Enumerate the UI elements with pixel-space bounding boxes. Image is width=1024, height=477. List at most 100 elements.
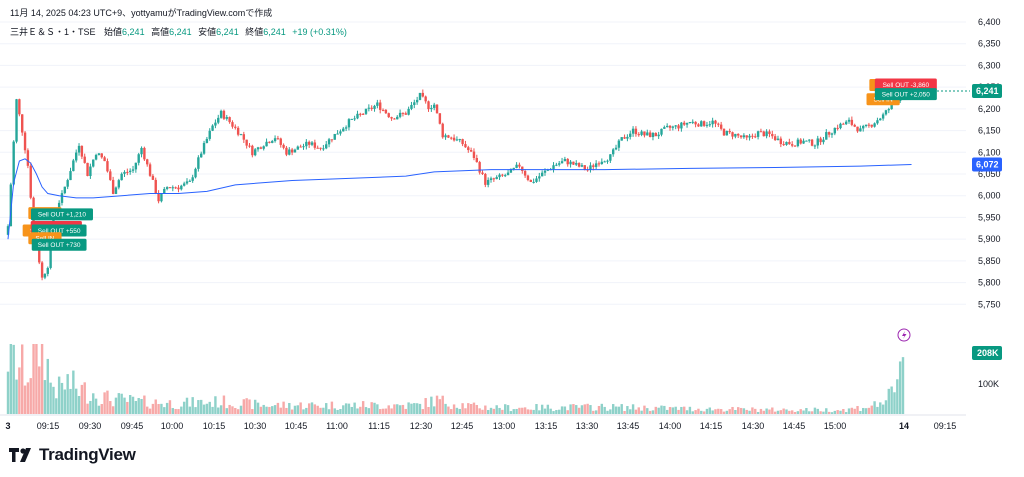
candle-body: [714, 120, 717, 124]
sell-out-marker: Sell OUT +2,050: [874, 88, 937, 101]
candle-body: [759, 131, 763, 133]
volume-bar: [205, 403, 209, 414]
volume-bar: [660, 405, 663, 414]
candle-body: [356, 113, 359, 119]
candle-body: [600, 161, 604, 164]
candle-body: [26, 150, 30, 166]
price-tick-label: 5,850: [978, 256, 1001, 266]
volume-bar: [381, 408, 385, 414]
candle-body: [271, 141, 274, 143]
volume-bar: [239, 405, 243, 414]
candle-body: [134, 162, 138, 170]
volume-bar: [180, 406, 183, 414]
volume-bar: [251, 409, 254, 414]
volume-bar: [773, 411, 777, 414]
candle-body: [478, 162, 481, 173]
volume-bar: [236, 409, 240, 414]
volume-bar: [751, 407, 754, 414]
candle-body: [688, 121, 692, 123]
volume-bar: [867, 407, 871, 414]
candle-body: [742, 135, 746, 138]
volume-bar: [410, 403, 413, 414]
volume-bar: [685, 410, 689, 414]
grid-lines: [0, 21, 966, 305]
volume-bar: [336, 409, 339, 414]
volume-bar: [492, 408, 496, 414]
candle-body: [802, 140, 805, 144]
candle-body: [103, 157, 106, 162]
volume-bar: [552, 411, 555, 414]
candle-body: [384, 109, 388, 114]
candle-body: [262, 146, 265, 149]
sell-out-marker: Sell OUT -3,860: [874, 78, 937, 91]
close-label: 終値: [245, 27, 264, 37]
volume-bar: [330, 401, 334, 414]
volume-bar: [881, 404, 885, 414]
volume-bar: [538, 410, 541, 414]
candle-body: [137, 154, 140, 163]
volume-bar: [285, 407, 288, 414]
volume-bar: [472, 402, 476, 414]
volume-bar: [535, 404, 538, 414]
candle-body: [870, 124, 873, 127]
candle-body: [734, 133, 737, 137]
candle-body: [208, 130, 211, 139]
time-tick-label: 10:30: [244, 421, 267, 431]
volume-bar: [265, 406, 268, 414]
candle-body: [350, 118, 353, 120]
volume-bar: [55, 398, 58, 414]
volume-bar: [94, 398, 98, 414]
volume-bar: [549, 408, 552, 414]
candle-body: [808, 139, 811, 141]
candle-body: [245, 139, 248, 146]
candle-body: [393, 118, 396, 120]
candle-body: [504, 175, 507, 177]
candle-body: [597, 163, 601, 165]
volume-bar: [546, 404, 550, 414]
volume-bar: [92, 393, 95, 414]
symbol-name[interactable]: 三井Ｅ＆Ｓ・1・TSE: [10, 27, 96, 37]
candle-body: [543, 170, 547, 173]
volume-bar: [540, 404, 544, 414]
volume-bar: [168, 400, 172, 414]
candle-body: [458, 139, 461, 141]
volume-bar: [231, 406, 234, 414]
volume-bar: [467, 403, 470, 414]
candle-body: [464, 144, 467, 148]
volume-bar: [310, 402, 314, 414]
candle-body: [467, 147, 470, 151]
volume-bar: [225, 408, 228, 414]
candle-body: [353, 118, 356, 120]
trade-marker-box: [874, 88, 937, 101]
volume-bar: [160, 403, 163, 414]
volume-bar: [288, 403, 291, 414]
volume-bar: [665, 409, 669, 414]
volume-bar: [72, 370, 75, 414]
candle-body: [441, 123, 444, 138]
candle-body: [475, 157, 479, 163]
candle-body: [29, 165, 32, 198]
candle-body: [603, 161, 606, 163]
candle-body: [697, 124, 700, 127]
tradingview-brand[interactable]: TradingView: [9, 445, 136, 465]
candle-body: [259, 147, 263, 149]
volume-bar: [120, 393, 123, 414]
volume-bar: [271, 406, 274, 414]
candle-body: [228, 117, 231, 123]
candle-body: [674, 125, 677, 127]
volume-bar: [620, 404, 623, 414]
time-tick-label: 10:15: [203, 421, 226, 431]
volume-bar: [708, 407, 711, 414]
volume-bar: [89, 400, 92, 414]
volume-bar: [455, 407, 459, 414]
candle-body: [739, 135, 743, 138]
price-tick-label: 6,200: [978, 104, 1001, 114]
volume-bar: [765, 408, 768, 414]
volume-bar: [126, 401, 129, 414]
volume-bar: [316, 405, 319, 414]
volume-bar: [211, 406, 214, 414]
volume-bar: [700, 410, 703, 414]
volume-bar: [38, 366, 41, 414]
volume-bar: [853, 408, 856, 414]
